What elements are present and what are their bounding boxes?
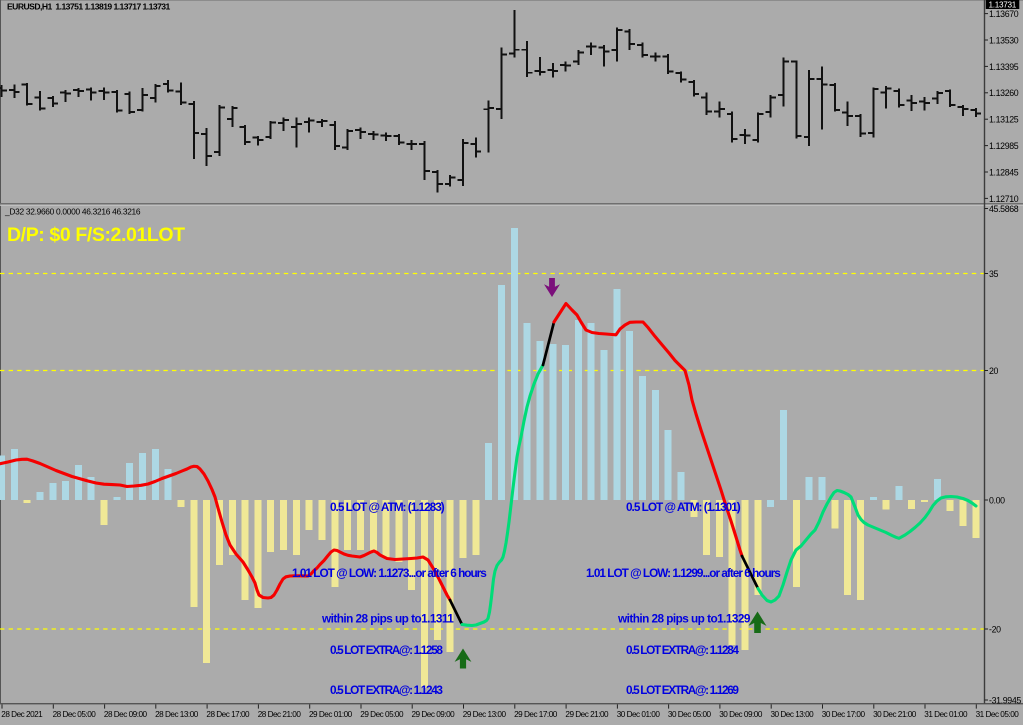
svg-text:1.13125: 1.13125 (989, 115, 1019, 125)
svg-text:30 Dec 13:00: 30 Dec 13:00 (771, 710, 815, 719)
svg-text:0.00: 0.00 (989, 495, 1005, 505)
svg-text:1.01 LOT @ LOW: 1.1273...or af: 1.01 LOT @ LOW: 1.1273...or after 6 hour… (292, 566, 487, 580)
svg-text:45.5868: 45.5868 (989, 204, 1019, 214)
svg-text:30 Dec 05:00: 30 Dec 05:00 (668, 710, 712, 719)
svg-text:within 28 pips up to1.1311: within 28 pips up to1.1311 (321, 611, 454, 625)
svg-text:D/P: $0 F/S:2.01LOT: D/P: $0 F/S:2.01LOT (7, 224, 185, 246)
svg-text:-20: -20 (989, 624, 1001, 634)
svg-text:1.13731: 1.13731 (989, 0, 1017, 9)
svg-text:1.13670: 1.13670 (989, 9, 1019, 19)
svg-text:within 28 pips up to1.1329: within 28 pips up to1.1329 (617, 611, 751, 625)
svg-text:1.13395: 1.13395 (989, 62, 1019, 72)
svg-text:29 Dec 13:00: 29 Dec 13:00 (463, 710, 507, 719)
svg-text:28 Dec 13:00: 28 Dec 13:00 (155, 710, 199, 719)
svg-text:0.5 LOT EXTRA@: 1.1269: 0.5 LOT EXTRA@: 1.1269 (626, 683, 739, 697)
svg-text:29 Dec 05:00: 29 Dec 05:00 (360, 710, 404, 719)
svg-text:_D32 32.9660 0.0000 46.3216 46: _D32 32.9660 0.0000 46.3216 46.3216 (4, 207, 141, 217)
svg-text:28 Dec 09:00: 28 Dec 09:00 (104, 710, 148, 719)
svg-text:1.01 LOT @ LOW: 1.1299...or af: 1.01 LOT @ LOW: 1.1299...or after 6 hour… (586, 566, 781, 580)
svg-text:31 Dec 01:00: 31 Dec 01:00 (924, 710, 968, 719)
svg-text:0.5 LOT @ ATM: (1.1283): 0.5 LOT @ ATM: (1.1283) (330, 500, 445, 514)
svg-text:20: 20 (989, 366, 999, 376)
svg-text:29 Dec 01:00: 29 Dec 01:00 (309, 710, 353, 719)
svg-text:-31.9945: -31.9945 (989, 695, 1021, 705)
svg-text:28 Dec 21:00: 28 Dec 21:00 (258, 710, 302, 719)
svg-text:31 Dec 05:00: 31 Dec 05:00 (976, 710, 1020, 719)
svg-text:1.12985: 1.12985 (989, 141, 1019, 151)
svg-text:0.5 LOT @ ATM: (1.1301): 0.5 LOT @ ATM: (1.1301) (626, 500, 741, 514)
svg-text:0.5 LOT EXTRA@: 1.1258: 0.5 LOT EXTRA@: 1.1258 (330, 643, 443, 657)
svg-text:1.13260: 1.13260 (989, 88, 1019, 98)
svg-text:35: 35 (989, 269, 999, 279)
svg-text:28 Dec 2021: 28 Dec 2021 (1, 710, 43, 719)
svg-text:0.5 LOT EXTRA@: 1.1243: 0.5 LOT EXTRA@: 1.1243 (330, 683, 443, 697)
svg-text:30 Dec 09:00: 30 Dec 09:00 (719, 710, 763, 719)
svg-text:1.12710: 1.12710 (989, 194, 1019, 204)
svg-text:1.12845: 1.12845 (989, 167, 1019, 177)
svg-text:29 Dec 17:00: 29 Dec 17:00 (514, 710, 558, 719)
svg-text:29 Dec 21:00: 29 Dec 21:00 (565, 710, 609, 719)
svg-text:30 Dec 21:00: 30 Dec 21:00 (873, 710, 917, 719)
svg-text:1.13530: 1.13530 (989, 35, 1019, 45)
svg-text:EURUSD,H1 1.13751 1.13819 1.1: EURUSD,H1 1.13751 1.13819 1.13717 1.1373… (7, 1, 171, 11)
svg-text:30 Dec 17:00: 30 Dec 17:00 (822, 710, 866, 719)
svg-text:0.5 LOT EXTRA@: 1.1284: 0.5 LOT EXTRA@: 1.1284 (626, 643, 739, 657)
svg-text:30 Dec 01:00: 30 Dec 01:00 (617, 710, 661, 719)
svg-text:29 Dec 09:00: 29 Dec 09:00 (412, 710, 456, 719)
svg-text:28 Dec 17:00: 28 Dec 17:00 (206, 710, 250, 719)
svg-text:28 Dec 05:00: 28 Dec 05:00 (53, 710, 97, 719)
